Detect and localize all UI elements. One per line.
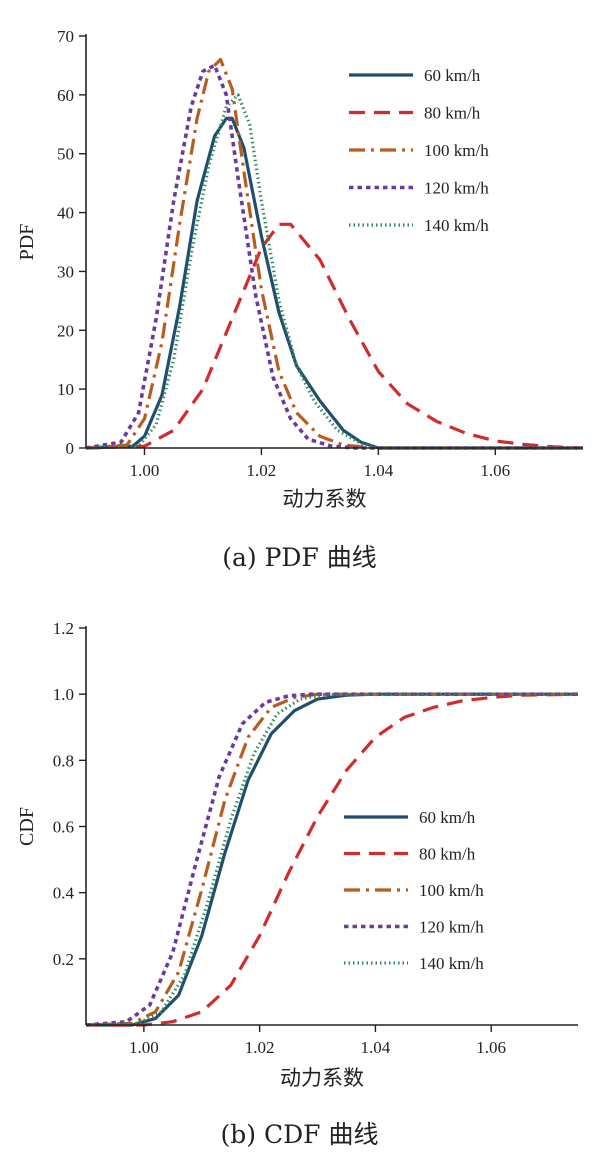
pdf-x-tick-label: 1.02 xyxy=(247,461,277,480)
pdf-series-line-4 xyxy=(85,63,583,450)
pdf-legend-label: 100 km/h xyxy=(424,141,489,160)
cdf-y-tick-label: 1.0 xyxy=(53,685,74,704)
cdf-x-tick-label: 1.00 xyxy=(129,1038,159,1057)
cdf-y-tick-label: 0.6 xyxy=(53,818,74,837)
pdf-x-tick-label: 1.04 xyxy=(363,461,393,480)
pdf-y-tick-label: 70 xyxy=(57,27,74,46)
pdf-caption: (a) PDF 曲线 xyxy=(222,543,377,572)
cdf-y-tick-label: 0.4 xyxy=(53,884,75,903)
pdf-chart: 0 10 20 30 40 50 60 70 1.00 1.02 1.04 1.06 PDF 动力系数 60… xyxy=(16,27,584,572)
pdf-legend-label: 60 km/h xyxy=(424,66,481,85)
pdf-y-tick-label: 50 xyxy=(57,145,74,164)
pdf-legend: 60 km/h 80 km/h 100 km/h 120 km/h 140 km/h xyxy=(349,66,489,235)
cdf-y-tick-label: 1.2 xyxy=(53,619,74,638)
pdf-series-line-3 xyxy=(85,57,583,450)
pdf-y-tick-label: 20 xyxy=(57,321,74,340)
pdf-legend-label: 120 km/h xyxy=(424,179,489,198)
cdf-x-axis-label: 动力系数 xyxy=(280,1066,364,1090)
pdf-series-line-5 xyxy=(85,93,583,450)
cdf-series-line-2 xyxy=(86,692,579,1027)
cdf-y-tick-label: 0.2 xyxy=(53,950,74,969)
cdf-series-line-5 xyxy=(85,692,578,1027)
cdf-legend-label: 100 km/h xyxy=(419,881,484,900)
cdf-y-tick-label: 0.8 xyxy=(53,751,74,770)
pdf-x-tick-label: 1.00 xyxy=(130,461,160,480)
pdf-legend-label: 140 km/h xyxy=(424,216,489,235)
pdf-y-axis-label: PDF xyxy=(16,224,38,261)
pdf-x-axis-label: 动力系数 xyxy=(283,487,367,511)
cdf-series-line-4 xyxy=(85,692,578,1027)
pdf-y-tick-label: 60 xyxy=(57,86,74,105)
cdf-x-tick-label: 1.06 xyxy=(476,1038,506,1057)
pdf-series-line-1 xyxy=(85,116,583,450)
pdf-y-tick-label: 10 xyxy=(57,380,74,399)
cdf-legend-label: 60 km/h xyxy=(419,808,476,827)
cdf-y-axis-label: CDF xyxy=(16,807,38,846)
pdf-y-tick-label: 0 xyxy=(66,439,75,458)
cdf-x-tick-label: 1.02 xyxy=(245,1038,275,1057)
cdf-legend-label: 140 km/h xyxy=(419,954,484,973)
cdf-legend-label: 120 km/h xyxy=(419,918,484,937)
pdf-y-tick-label: 30 xyxy=(57,262,74,281)
cdf-chart: 0.2 0.4 0.6 0.8 1.0 1.2 1.00 1.02 1.04 1.06 CDF 动力系… xyxy=(16,619,579,1149)
cdf-series-line-1 xyxy=(86,692,578,1027)
cdf-x-tick-label: 1.04 xyxy=(361,1038,391,1057)
pdf-y-tick-label: 40 xyxy=(57,204,74,223)
cdf-series-line-3 xyxy=(85,692,578,1027)
pdf-x-tick-label: 1.06 xyxy=(480,461,510,480)
cdf-caption: (b) CDF 曲线 xyxy=(221,1120,379,1149)
pdf-series-line-2 xyxy=(85,222,584,450)
cdf-legend-label: 80 km/h xyxy=(419,845,476,864)
pdf-legend-label: 80 km/h xyxy=(424,104,481,123)
cdf-legend: 60 km/h 80 km/h 100 km/h 120 km/h 140 km/h xyxy=(344,808,484,973)
